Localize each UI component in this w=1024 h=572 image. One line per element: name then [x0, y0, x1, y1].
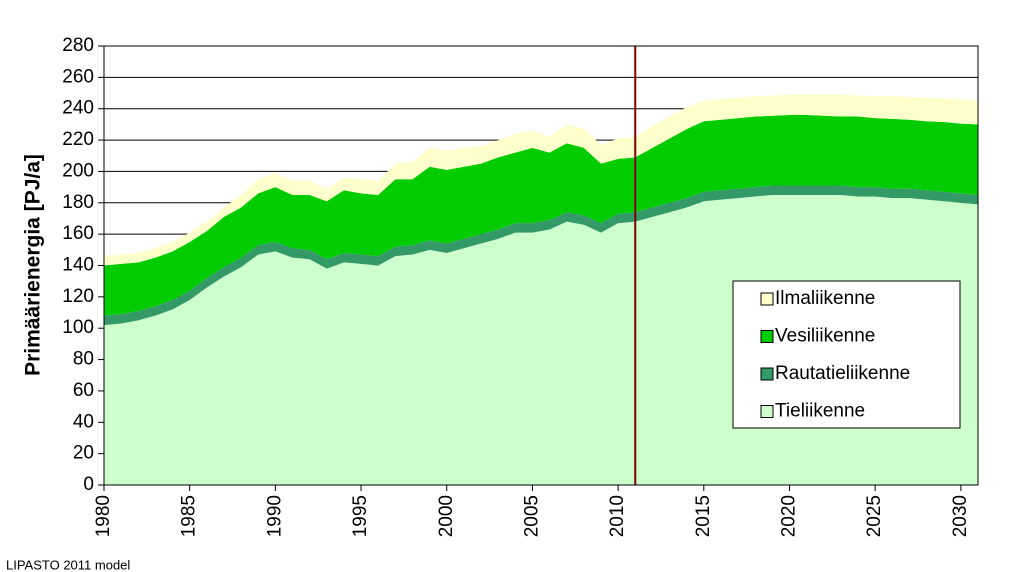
y-tick-label: 0: [83, 474, 94, 495]
legend-label: Ilmaliikenne: [775, 288, 875, 309]
plot-frame: [103, 45, 979, 486]
y-tick-label: 160: [62, 223, 94, 244]
legend-swatch: [760, 330, 774, 343]
area: [104, 114, 978, 316]
y-tick-label: 220: [62, 129, 94, 150]
x-tick-label: 2030: [950, 495, 971, 537]
x-tick-label: 2025: [864, 495, 885, 537]
y-tick-label: 20: [73, 443, 94, 464]
x-tick-label: 2005: [521, 495, 542, 537]
y-tick-label: 80: [73, 349, 94, 370]
legend-label: Vesiliikenne: [775, 326, 875, 347]
x-tick-label: 1980: [93, 495, 114, 537]
x-tick-label: 1990: [264, 495, 285, 537]
legend-swatch: [760, 292, 774, 306]
legend-label: Tieliikenne: [775, 401, 865, 422]
y-tick-label: 280: [62, 35, 94, 56]
y-tick-label: 100: [62, 317, 94, 338]
y-tick-label: 240: [62, 98, 94, 119]
x-tick-label: 1995: [350, 495, 371, 537]
y-tick-label: 140: [62, 255, 94, 276]
x-tick-label: 2010: [607, 495, 628, 537]
x-tick-label: 2015: [693, 495, 714, 537]
x-tick-label: 1985: [179, 495, 200, 537]
x-tick-label: 2020: [779, 495, 800, 537]
legend-swatch: [760, 367, 774, 381]
x-tick-label: 2000: [436, 495, 457, 537]
y-tick-label: 260: [62, 66, 94, 87]
y-tick-label: 180: [62, 192, 94, 213]
y-tick-label: 60: [73, 380, 94, 401]
y-tick-label: 200: [62, 160, 94, 181]
y-tick-label: 120: [62, 286, 94, 307]
legend-swatch: [760, 405, 774, 418]
y-axis-label: Primäärienergia [PJ/a]: [22, 154, 45, 376]
footnote: LIPASTO 2011 model: [6, 557, 130, 572]
area: [104, 94, 978, 266]
legend-label: Rautatieliikenne: [775, 363, 910, 384]
y-tick-label: 40: [73, 411, 94, 432]
